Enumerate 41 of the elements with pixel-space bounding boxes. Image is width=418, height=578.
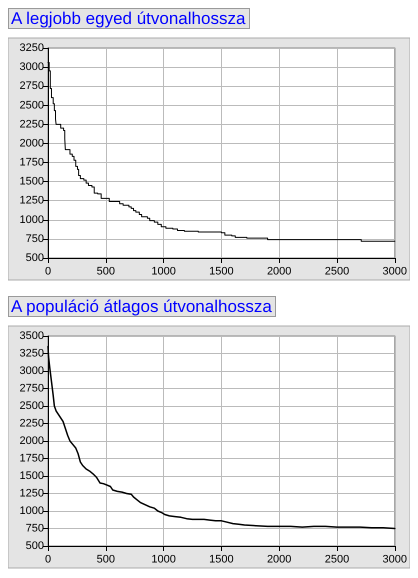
x-tick-label: 1500 [209,266,234,278]
chart-title: A legjobb egyed útvonalhossza [11,9,246,28]
chart-title: A populáció átlagos útvonalhossza [11,297,272,316]
y-tick-label: 2000 [20,137,44,150]
y-tick-label: 2250 [20,418,44,430]
y-tick-label: 750 [26,232,44,245]
y-tick-label: 1750 [20,452,44,464]
y-tick-label: 1000 [20,214,44,226]
y-tick-label: 1750 [20,156,44,169]
y-tick-label: 1500 [20,470,44,482]
y-tick-label: 3500 [20,330,44,342]
x-tick-label: 3000 [382,266,408,278]
y-tick-label: 3250 [20,348,44,360]
x-tick-label: 0 [44,554,52,566]
x-tick-label: 3000 [382,554,408,566]
y-tick-label: 2000 [20,435,44,447]
y-tick-label: 3250 [20,42,44,54]
x-tick-label: 2000 [266,266,292,278]
y-tick-label: 1500 [20,176,44,188]
y-tick-label: 3000 [20,61,44,74]
y-tick-label: 1250 [20,488,44,500]
y-tick-label: 2750 [20,382,44,394]
y-tick-label: 2500 [20,99,44,112]
x-tick-label: 1500 [209,554,234,566]
y-tick-label: 1250 [20,194,44,207]
y-tick-label: 500 [26,540,44,552]
x-tick-label: 1000 [151,554,176,566]
x-tick-label: 500 [96,266,115,278]
y-tick-label: 1000 [20,505,44,517]
x-tick-label: 0 [44,266,52,278]
y-tick-label: 3000 [20,365,44,377]
y-tick-label: 750 [26,522,44,534]
x-tick-label: 500 [96,554,115,566]
y-tick-label: 2500 [20,400,44,412]
y-tick-label: 2750 [20,80,44,92]
x-tick-label: 1000 [151,266,176,278]
y-tick-label: 2250 [20,118,44,130]
x-tick-label: 2500 [324,554,350,566]
x-tick-label: 2500 [324,266,350,278]
x-tick-label: 2000 [266,554,292,566]
y-tick-label: 500 [26,252,44,264]
